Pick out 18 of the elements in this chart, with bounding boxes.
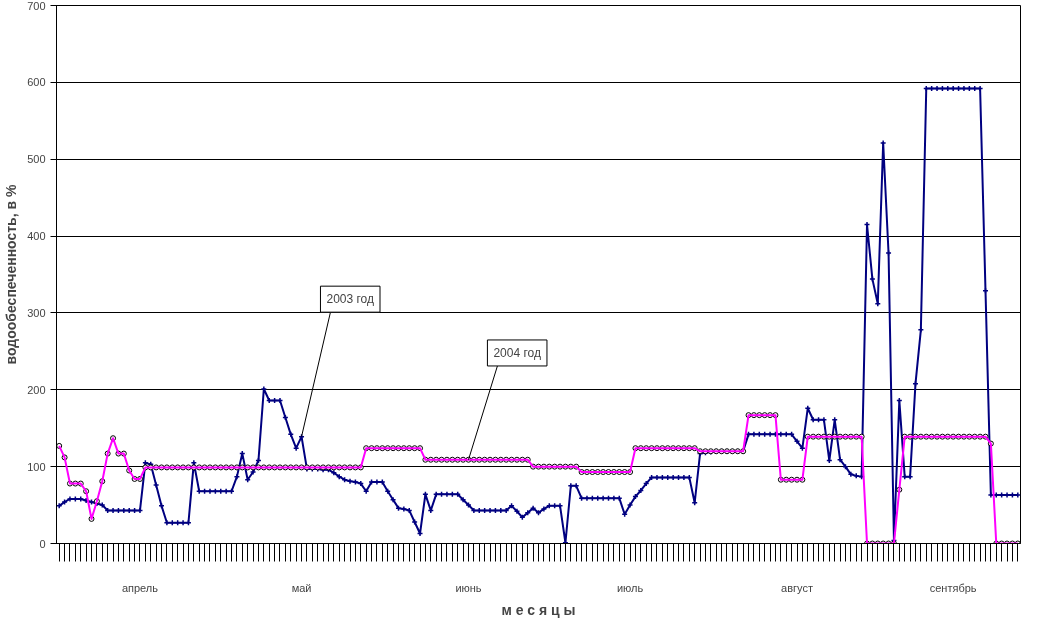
y-tick-label: 400 (27, 230, 46, 243)
x-tick-label: август (781, 581, 813, 594)
y-tick-label: 0 (39, 537, 46, 550)
x-tick-label: сентябрь (929, 581, 977, 594)
y-tick-label: 600 (27, 76, 46, 89)
y-axis-title: водообеспеченность, в % (3, 184, 20, 365)
y-tick-label: 100 (27, 460, 46, 473)
y-tick-label: 700 (27, 0, 46, 12)
x-axis-title: м е с я ц ы (501, 601, 576, 618)
y-tick-label: 300 (27, 306, 46, 319)
x-tick-label: май (291, 581, 312, 594)
y-tick-label: 200 (27, 383, 46, 396)
x-tick-label: июль (616, 581, 644, 594)
annotation: 2003 год (326, 292, 375, 307)
x-tick-label: апрель (121, 581, 159, 594)
x-tick-label: июнь (455, 581, 482, 594)
annotation: 2004 год (493, 345, 541, 360)
y-tick-label: 500 (27, 153, 46, 166)
